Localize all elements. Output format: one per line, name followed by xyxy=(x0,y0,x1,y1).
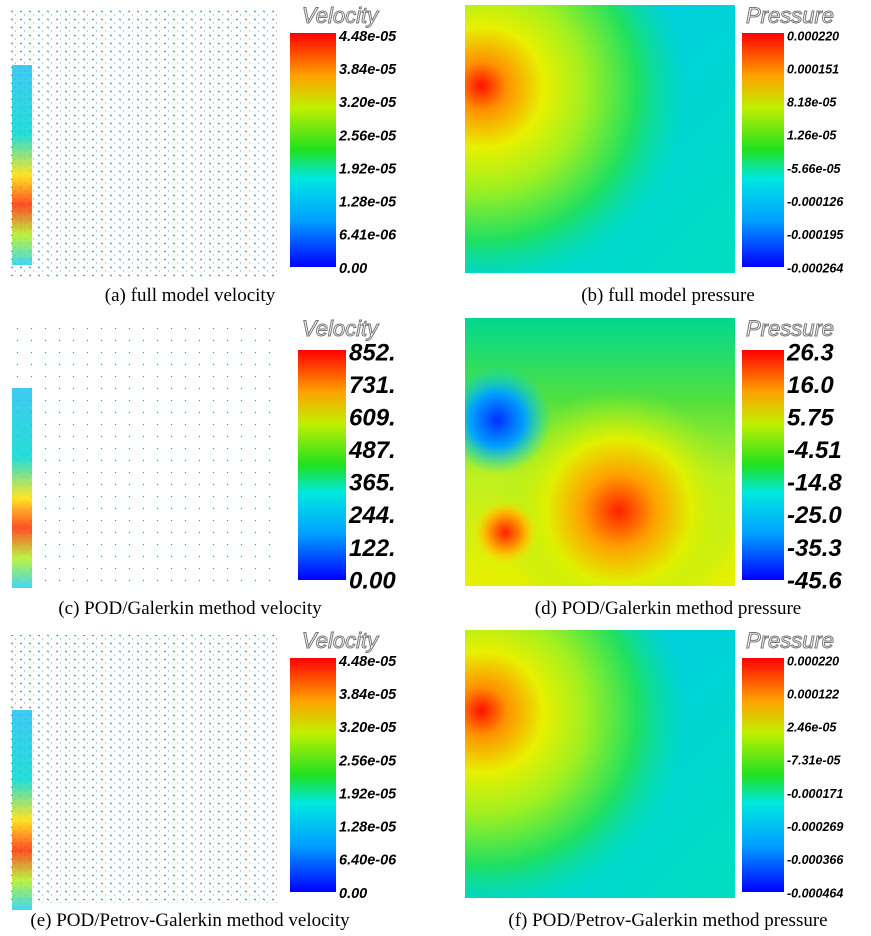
tick-label: -0.000269 xyxy=(787,820,843,834)
tick-label: 16.0 xyxy=(787,372,834,399)
tick-label: 2.56e-05 xyxy=(338,753,397,769)
colorbar-title: Velocity xyxy=(302,3,380,28)
tick-label: 4.48e-05 xyxy=(338,654,397,670)
velocity-field xyxy=(10,10,280,278)
colorbar xyxy=(298,350,346,580)
tick-label: 0.000122 xyxy=(787,687,839,701)
tick-label: -7.31e-05 xyxy=(787,754,842,768)
tick-label: -4.51 xyxy=(787,437,842,464)
tick-label: 3.20e-05 xyxy=(339,720,397,736)
tick-label: 2.46e-05 xyxy=(786,721,837,735)
velocity-field xyxy=(10,635,280,903)
caption: (a) full model velocity xyxy=(105,285,276,306)
tick-label: -0.000195 xyxy=(787,228,844,242)
tick-label: 8.18e-05 xyxy=(787,96,837,110)
colorbar xyxy=(742,658,784,892)
pressure-blob xyxy=(465,630,735,898)
tick-label: 609. xyxy=(349,404,396,431)
tick-label: 122. xyxy=(349,535,396,562)
tick-label: 487. xyxy=(348,437,396,464)
tick-label: 26.3 xyxy=(786,339,834,366)
colorbar xyxy=(290,658,336,892)
tick-label: -0.000126 xyxy=(787,195,844,209)
caption: (e) POD/Petrov-Galerkin method velocity xyxy=(30,910,350,931)
tick-label: 365. xyxy=(349,470,396,497)
tick-label: 731. xyxy=(349,372,396,399)
tick-label: -0.000171 xyxy=(787,787,843,801)
colorbar-title: Pressure xyxy=(746,316,834,341)
velocity-field xyxy=(10,323,280,591)
tick-label: 3.84e-05 xyxy=(339,62,397,78)
tick-label: 4.48e-05 xyxy=(338,29,397,45)
tick-label: -0.000264 xyxy=(787,261,843,275)
tick-label: 2.56e-05 xyxy=(338,128,397,144)
tick-label: 0.000220 xyxy=(787,654,839,668)
pressure-blob xyxy=(465,5,735,273)
tick-label: 0.00 xyxy=(339,261,367,277)
colorbar-title: Velocity xyxy=(302,628,380,653)
tick-label: 0.000151 xyxy=(787,62,839,76)
tick-label: 1.92e-05 xyxy=(339,161,397,177)
caption: (f) POD/Petrov-Galerkin method pressure xyxy=(508,910,827,931)
tick-label: -45.6 xyxy=(787,567,842,594)
tick-label: 3.20e-05 xyxy=(339,95,397,111)
tick-label: -0.000366 xyxy=(787,853,844,867)
caption: (d) POD/Galerkin method pressure xyxy=(535,598,801,619)
tick-label: 0.00 xyxy=(339,886,367,902)
velocity-jet xyxy=(12,710,32,910)
tick-label: 0.00 xyxy=(349,567,396,594)
tick-label: 1.28e-05 xyxy=(339,195,397,211)
colorbar xyxy=(742,33,784,267)
velocity-jet xyxy=(12,388,32,588)
velocity-jet xyxy=(12,65,32,265)
tick-label: 5.75 xyxy=(787,404,834,431)
colorbar-title: Velocity xyxy=(302,316,380,341)
tick-label: 0.000220 xyxy=(787,29,839,43)
caption: (c) POD/Galerkin method velocity xyxy=(58,598,322,619)
colorbar-title: Pressure xyxy=(746,628,834,653)
tick-label: -5.66e-05 xyxy=(787,162,842,176)
caption: (b) full model pressure xyxy=(581,285,755,306)
colorbar xyxy=(742,350,784,580)
tick-label: 1.28e-05 xyxy=(339,820,397,836)
tick-label: -25.0 xyxy=(787,502,842,529)
pressure-blob xyxy=(465,318,735,586)
colorbar-title: Pressure xyxy=(746,3,834,28)
colorbar xyxy=(290,33,336,267)
tick-label: -0.000464 xyxy=(787,886,843,900)
tick-label: -14.8 xyxy=(787,470,842,497)
tick-label: 1.92e-05 xyxy=(339,786,397,802)
tick-label: 852. xyxy=(349,339,396,366)
tick-label: -35.3 xyxy=(787,535,842,562)
tick-label: 6.40e-06 xyxy=(339,853,397,869)
tick-label: 244. xyxy=(348,502,396,529)
tick-label: 3.84e-05 xyxy=(339,687,397,703)
tick-label: 6.41e-06 xyxy=(339,228,397,244)
tick-label: 1.26e-05 xyxy=(787,129,837,143)
